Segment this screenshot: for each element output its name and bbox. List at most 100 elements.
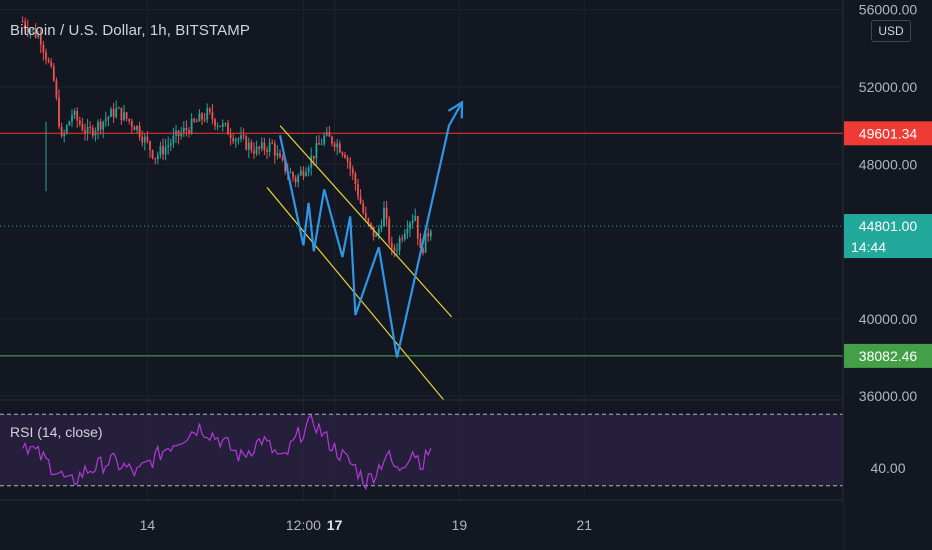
- candle-body: [190, 118, 193, 134]
- projection-arrowhead: [447, 100, 464, 119]
- candle: [120, 107, 123, 125]
- candle-body: [112, 109, 115, 117]
- candle-body: [65, 125, 68, 133]
- candle-body: [289, 172, 292, 174]
- candle-body: [97, 121, 99, 131]
- candle-body: [370, 223, 372, 227]
- rsi-tick-label: 40.00: [870, 460, 905, 476]
- candle: [232, 133, 235, 144]
- candle: [258, 145, 261, 155]
- time-axis-background: [0, 500, 843, 550]
- candle: [39, 27, 42, 54]
- candle-body: [357, 184, 359, 197]
- candle-body: [276, 153, 279, 156]
- candle: [325, 126, 328, 137]
- candle-body: [284, 159, 287, 172]
- candle-body: [86, 126, 89, 134]
- candle: [42, 40, 45, 61]
- candle-body: [24, 21, 27, 28]
- drawings: [266, 100, 464, 401]
- candle: [198, 109, 201, 122]
- candle-body: [237, 138, 240, 140]
- candle-body: [211, 111, 214, 120]
- candle: [151, 149, 154, 160]
- candle: [138, 121, 141, 141]
- price-tick-label: 36000.00: [859, 388, 918, 404]
- price-tick-label: 40000.00: [859, 311, 918, 327]
- candle-body: [81, 124, 84, 131]
- candle-body: [208, 108, 211, 112]
- candle: [24, 17, 27, 32]
- candle-body: [39, 35, 42, 45]
- candle-body: [279, 153, 281, 158]
- currency-button[interactable]: USD: [871, 20, 911, 42]
- candle-body: [393, 247, 396, 251]
- candle-body: [138, 125, 141, 137]
- candle: [416, 215, 419, 246]
- candle: [94, 127, 97, 142]
- rsi-pane: [0, 399, 843, 491]
- candle-body: [164, 146, 167, 155]
- candle-body: [203, 119, 206, 121]
- candle-body: [128, 118, 131, 122]
- candle: [406, 220, 409, 239]
- candle: [393, 244, 396, 258]
- candle-body: [377, 228, 380, 235]
- candle-body: [380, 226, 383, 229]
- candle: [281, 154, 284, 163]
- candle-body: [333, 143, 336, 148]
- candle: [344, 151, 346, 159]
- candle: [149, 140, 151, 158]
- candle-body: [414, 215, 417, 221]
- candle-body: [26, 27, 29, 32]
- candle-body: [292, 172, 294, 178]
- candle-body: [318, 143, 320, 145]
- time-tick-label: 21: [576, 517, 592, 533]
- candle: [305, 167, 307, 177]
- candle-body: [281, 157, 284, 160]
- candle: [164, 138, 167, 161]
- candle: [175, 125, 177, 143]
- candle-body: [242, 135, 245, 137]
- candle-body: [344, 154, 346, 158]
- candle-body: [216, 125, 219, 127]
- candle-body: [193, 118, 196, 122]
- candle-body: [34, 29, 37, 38]
- candle-body: [258, 146, 261, 149]
- candle: [102, 120, 105, 139]
- candle: [32, 28, 34, 35]
- candle: [154, 157, 157, 165]
- candle-body: [58, 97, 60, 127]
- rsi-band: [0, 414, 843, 486]
- candle: [219, 125, 222, 128]
- candle-body: [73, 111, 76, 116]
- candle-body: [99, 121, 102, 130]
- candle: [29, 27, 32, 39]
- candle-body: [346, 157, 349, 162]
- channel-lower-line: [266, 187, 445, 401]
- candle-body: [271, 142, 274, 144]
- candle: [401, 234, 404, 243]
- candle-body: [206, 108, 209, 120]
- candle-body: [234, 139, 237, 142]
- candle: [208, 106, 211, 115]
- candle: [263, 137, 266, 155]
- candle-body: [403, 233, 406, 240]
- price-tag-value: 44801.00: [859, 218, 918, 234]
- candle: [359, 189, 362, 205]
- price-tick-label: 52000.00: [859, 79, 918, 95]
- price-axis: 56000.00 52000.00 48000.00 40000.00 36000.00…: [842, 0, 932, 550]
- candle-body: [172, 135, 175, 144]
- candle-body: [260, 142, 263, 149]
- candle: [338, 140, 341, 154]
- candle-body: [91, 127, 94, 136]
- candle-body: [63, 132, 66, 136]
- candle: [169, 138, 172, 152]
- candle: [55, 77, 58, 101]
- price-tag-resistance: 49601.34: [844, 121, 932, 146]
- candle-body: [151, 150, 154, 159]
- candle: [299, 166, 302, 177]
- time-tick-label: 19: [452, 517, 468, 533]
- candle: [398, 235, 401, 256]
